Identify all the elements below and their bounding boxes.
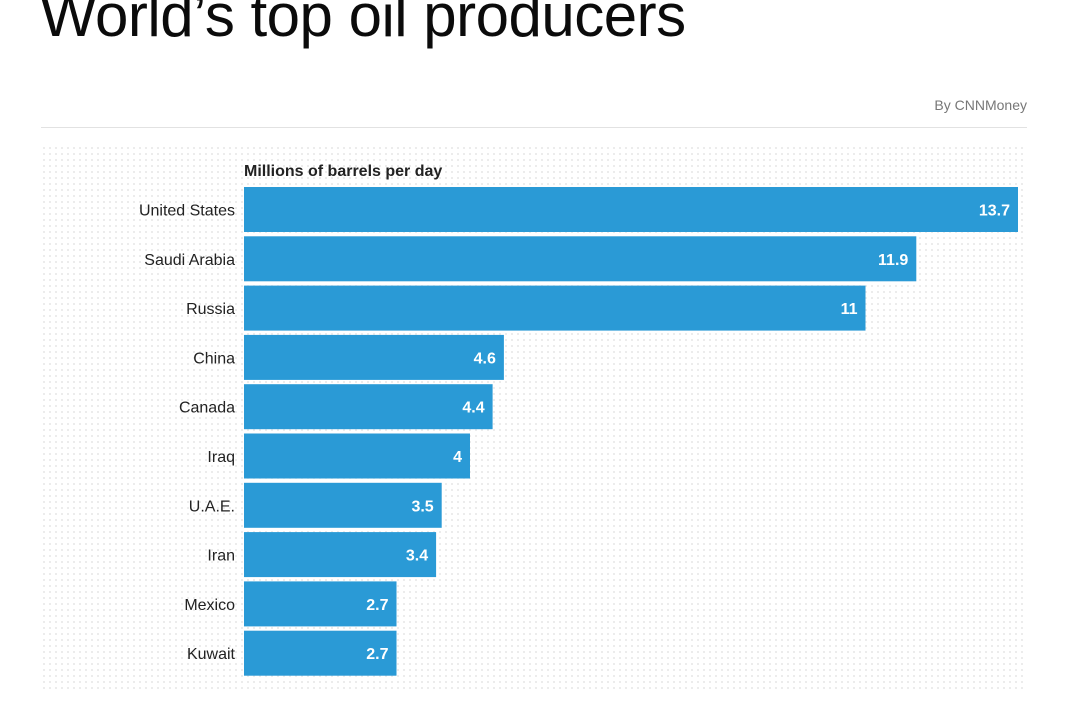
bars-group: United States 13.7 Saudi Arabia 11.9 Russia 1… [139, 187, 1018, 676]
chart-area: Millions of barrels per day United State… [41, 145, 1027, 690]
bar-canada [244, 384, 493, 430]
category-label: Kuwait [187, 646, 236, 663]
category-label: Iraq [207, 449, 235, 466]
value-label: 11 [841, 301, 858, 318]
bar-united-states [244, 187, 1018, 232]
value-label: 13.7 [979, 203, 1010, 220]
bar-u-a-e [244, 482, 442, 528]
category-label: Mexico [184, 597, 235, 614]
bar-kuwait [244, 630, 397, 676]
bar-china [244, 334, 504, 380]
category-label: Iran [207, 548, 235, 565]
category-label: Canada [179, 400, 235, 417]
value-label: 3.5 [411, 498, 433, 515]
bar-russia [244, 285, 866, 331]
category-label: United States [139, 203, 235, 220]
value-label: 11.9 [878, 252, 908, 269]
value-label: 2.7 [366, 646, 388, 663]
page-title: World’s top oil producers [40, 0, 686, 49]
value-label: 2.7 [366, 597, 388, 614]
category-label: Russia [186, 301, 235, 318]
bar-mexico [244, 581, 397, 627]
bar-chart: Millions of barrels per day United State… [139, 163, 1018, 676]
value-label: 4.4 [462, 400, 484, 417]
category-label: Saudi Arabia [144, 252, 235, 269]
bar-iran [244, 532, 437, 578]
value-label: 3.4 [406, 548, 428, 565]
category-label: China [193, 350, 235, 367]
divider [41, 127, 1027, 128]
bar-saudi-arabia [244, 236, 917, 282]
category-label: U.A.E. [189, 498, 235, 515]
unit-label: Millions of barrels per day [244, 163, 442, 180]
value-label: 4 [453, 449, 462, 466]
value-label: 4.6 [474, 350, 496, 367]
byline: By CNNMoney [934, 97, 1027, 113]
bar-iraq [244, 433, 470, 479]
